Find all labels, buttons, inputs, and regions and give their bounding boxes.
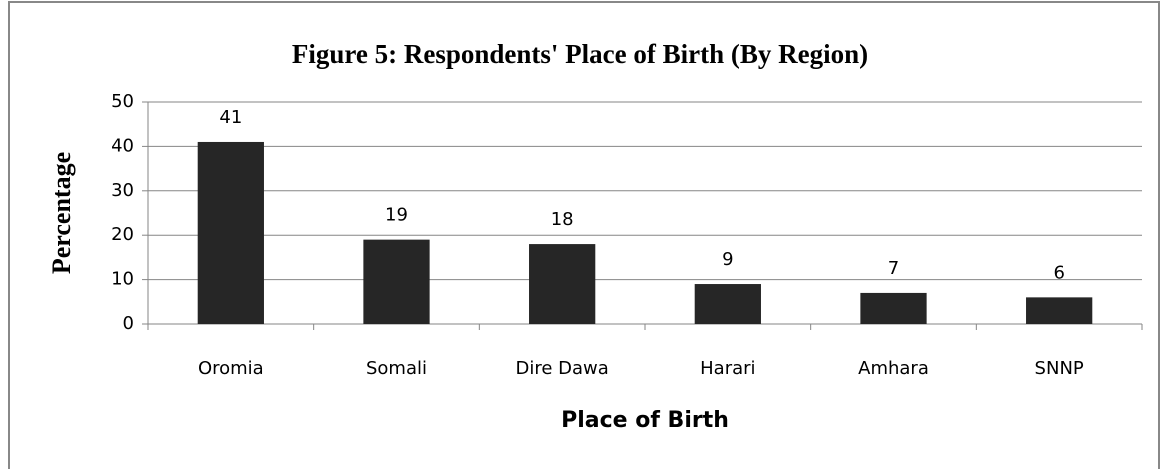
x-tick-label: Harari xyxy=(700,358,755,379)
y-tick-label: 50 xyxy=(111,91,134,112)
y-tick-label: 40 xyxy=(111,135,134,156)
data-label: 6 xyxy=(1053,262,1064,283)
data-label: 41 xyxy=(219,107,242,128)
data-label: 9 xyxy=(722,249,733,270)
data-label: 7 xyxy=(888,258,899,279)
y-tick-label: 30 xyxy=(111,180,134,201)
x-axis-label: Place of Birth xyxy=(561,408,729,433)
bar xyxy=(694,284,761,324)
bar xyxy=(1026,297,1093,324)
bar xyxy=(197,141,264,324)
data-label: 19 xyxy=(385,205,408,226)
x-tick-label: Oromia xyxy=(198,358,264,379)
y-tick-label: 10 xyxy=(111,269,134,290)
x-tick-label: SNNP xyxy=(1035,358,1084,379)
bar xyxy=(363,239,430,324)
bar xyxy=(529,244,596,324)
data-label: 18 xyxy=(551,209,574,230)
y-tick-label: 0 xyxy=(123,313,134,334)
bar xyxy=(860,292,927,324)
y-axis-label: Percentage xyxy=(47,152,76,274)
chart-title: Figure 5: Respondents' Place of Birth (B… xyxy=(292,39,868,69)
x-tick-label: Amhara xyxy=(858,358,929,379)
x-tick-label: Dire Dawa xyxy=(516,358,609,379)
y-tick-label: 20 xyxy=(111,224,134,245)
x-tick-label: Somali xyxy=(366,358,427,379)
